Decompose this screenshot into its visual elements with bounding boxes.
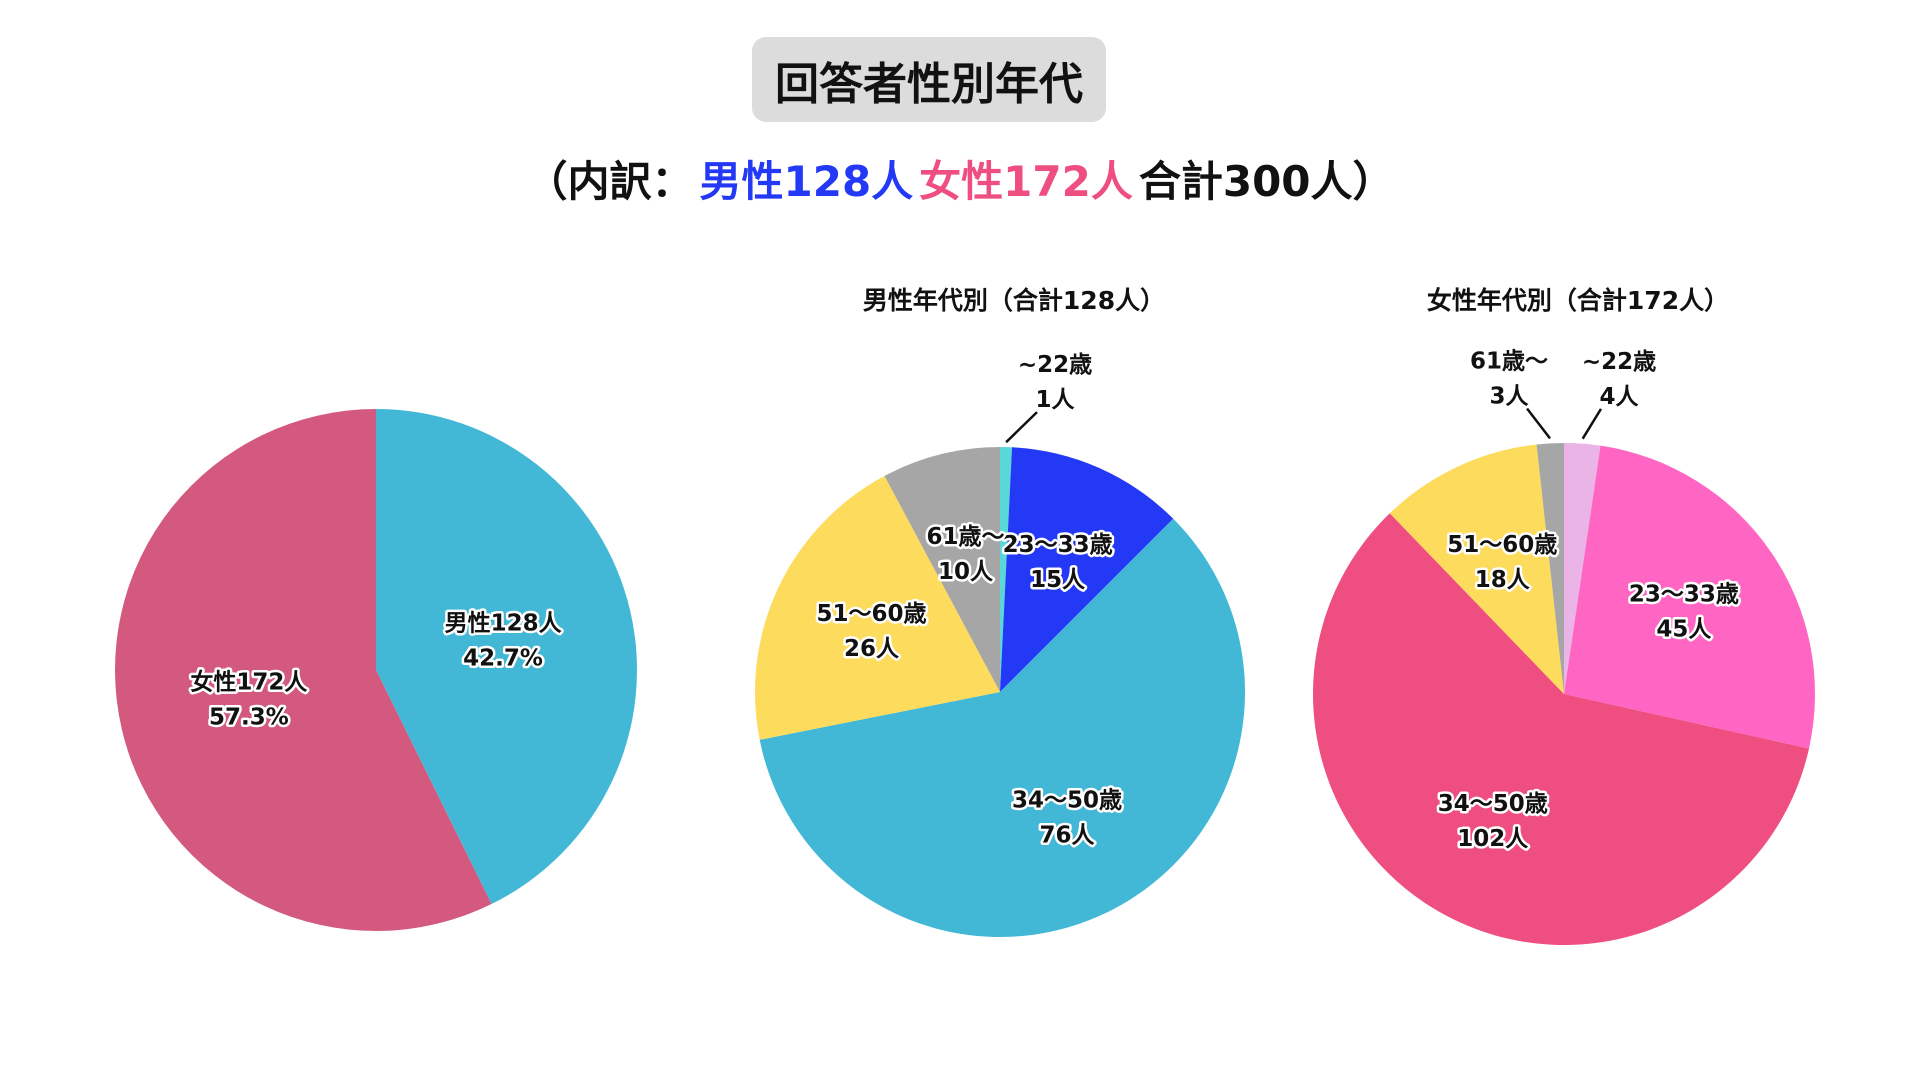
category-label: 34〜50歳 [1438,790,1548,816]
leader-line [1581,408,1603,440]
pie-slice [1536,443,1564,694]
slice-label: 61歳〜 10人 [926,524,1004,585]
category-label: ~22歳 [1018,352,1092,378]
slice-label: ~22歳 4人 [1582,348,1656,409]
slice-label: 34〜50歳 76人 [1012,787,1122,848]
pie-slice [759,518,1245,938]
value-label: 18人 [1475,567,1531,593]
slice-label: 61歳〜 3人 [1470,348,1548,409]
value-label: 4人 [1599,383,1639,409]
category-label: 61歳〜 [1470,348,1548,374]
value-label: 76人 [1039,822,1095,848]
leader-line [1005,411,1038,444]
value-label: 1人 [1035,387,1075,413]
category-label: 女性172人 [190,668,308,695]
subtitle: （内訳： 男性128人 女性172人 合計300人） [0,148,1920,209]
pie-slice [1000,447,1013,692]
leader-line [1526,407,1551,440]
chart-title: 女性年代別（合計172人） [1427,286,1729,315]
category-label: 23〜33歳 [1003,532,1113,558]
pie-slice [1313,513,1809,946]
pie-slice [114,408,492,931]
slice-label: ~22歳 1人 [1018,352,1092,413]
category-label: 51〜60歳 [1447,532,1557,558]
value-label: 3人 [1489,383,1529,409]
slice-label: 51〜60歳 26人 [817,601,927,662]
slice-label: 51〜60歳 18人 [1447,532,1557,593]
slice-label: 23〜33歳 45人 [1629,581,1739,642]
value-label: 45人 [1656,616,1712,642]
pie-slice [884,447,1000,692]
category-label: 23〜33歳 [1629,581,1739,607]
slice-label: 34〜50歳 102人 [1438,790,1548,851]
slice-label: 女性172人 57.3% [190,668,308,730]
pie-slice [1389,444,1564,694]
pie-slice [755,475,1000,740]
chart-title: 男性年代別（合計128人） [863,286,1165,315]
title: 回答者性別年代 [752,37,1106,122]
pie-slice [376,409,637,905]
category-label: 男性128人 [445,610,563,636]
value-label: 57.3% [209,704,289,730]
slice-label: 男性128人 42.7% [445,610,563,671]
category-label: 61歳〜 [926,524,1004,550]
value-label: 42.7% [463,645,543,671]
slice-label: 23〜33歳 15人 [1003,532,1113,593]
category-label: ~22歳 [1582,348,1656,374]
category-label: 34〜50歳 [1012,787,1122,813]
pie-slice [1564,443,1601,694]
subtitle-part: 男性128人 [699,157,914,206]
value-label: 10人 [938,559,994,585]
value-label: 26人 [844,636,900,662]
value-label: 15人 [1030,567,1086,593]
pie-slice [1000,447,1174,692]
pie-slice [1564,445,1815,749]
subtitle-part: （内訳： [525,157,694,206]
subtitle-part: 女性172人 [919,157,1133,206]
category-label: 51〜60歳 [817,601,927,627]
subtitle-part: 合計300人） [1138,157,1395,206]
value-label: 102人 [1457,825,1529,851]
